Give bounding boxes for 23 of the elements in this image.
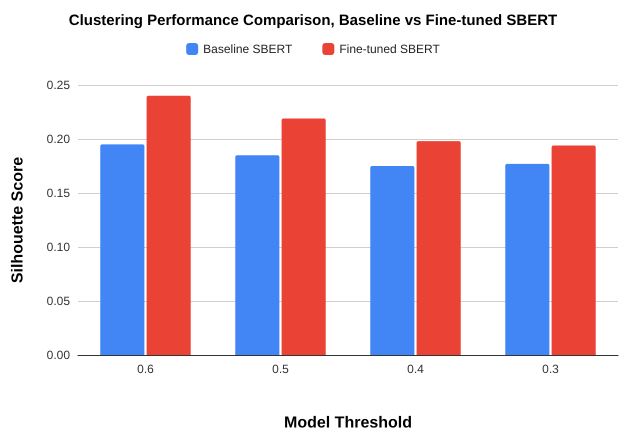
x-tick-label: 0.4 <box>407 362 424 376</box>
y-tick-label: 0.05 <box>46 294 70 308</box>
bar <box>370 166 414 355</box>
x-axis-title: Model Threshold <box>284 414 412 432</box>
chart-title: Clustering Performance Comparison, Baseline vs Fine-tuned SBERT <box>68 12 558 29</box>
x-tick-label: 0.3 <box>542 362 560 376</box>
y-tick-label: 0.10 <box>46 240 70 254</box>
legend-label: Fine-tuned SBERT <box>339 42 440 56</box>
bar <box>146 96 191 355</box>
y-tick-label: 0.15 <box>46 186 70 200</box>
x-tick-label: 0.6 <box>137 362 154 376</box>
y-tick-label: 0.00 <box>46 348 70 362</box>
legend-label: Baseline SBERT <box>203 42 293 56</box>
bar <box>552 145 596 355</box>
y-axis-title: Silhouette Score <box>10 156 26 284</box>
y-tick-label: 0.20 <box>46 132 70 146</box>
bar <box>282 118 326 355</box>
bar <box>100 144 144 355</box>
bar <box>416 141 461 355</box>
x-tick-label: 0.5 <box>272 362 290 376</box>
y-tick-label: 0.25 <box>46 78 70 92</box>
bar <box>505 164 550 355</box>
bar <box>235 155 280 355</box>
